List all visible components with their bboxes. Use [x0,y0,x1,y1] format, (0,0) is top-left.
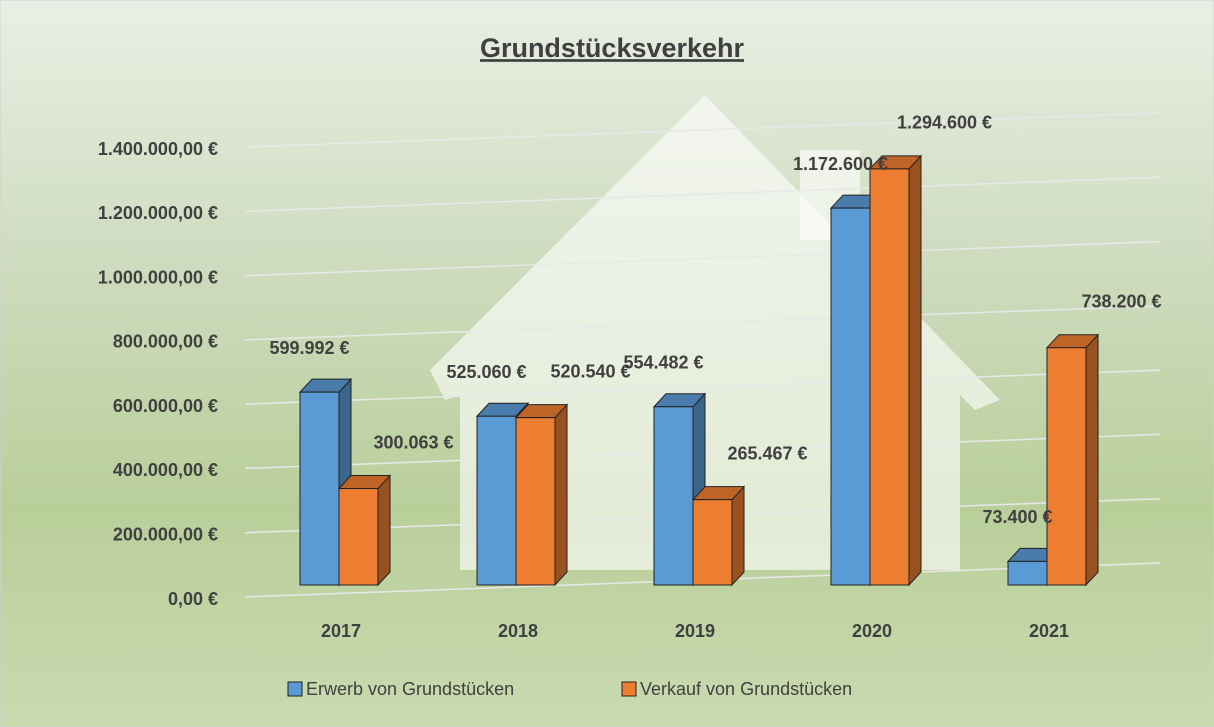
bar-side [731,485,745,587]
bar [338,488,379,586]
bar [653,406,694,586]
grid-line [244,240,1161,277]
bar-side [554,403,568,587]
bar [830,207,871,586]
y-tick-label: 800.000,00 € [113,332,218,352]
legend-swatch [287,681,303,697]
y-tick-label: 1.400.000,00 € [98,139,218,159]
bar [1007,560,1048,586]
data-label: 300.063 € [373,432,453,452]
grid-line [244,176,1161,213]
legend-label: Verkauf von Grundstücken [640,679,852,699]
x-tick-label: 2019 [675,621,715,641]
grid-line [244,369,1161,405]
x-tick-label: 2020 [852,621,892,641]
y-tick-label: 600.000,00 € [113,396,218,416]
bar-side [908,154,922,587]
bar [515,417,556,586]
data-label: 73.400 € [982,507,1052,527]
y-tick-label: 1.000.000,00 € [98,267,218,287]
bar-side [1085,333,1099,587]
data-label: 265.467 € [727,443,807,463]
grid-line [244,112,1161,148]
data-label: 1.294.600 € [897,113,992,133]
grid: 0,00 € 200.000,00 € 400.000,00 € 600.000,00… [98,112,1161,609]
x-tick-label: 2021 [1029,621,1069,641]
legend-swatch [621,681,637,697]
data-label: 554.482 € [623,353,703,373]
x-tick-label: 2018 [498,621,538,641]
labels: 2017 599.992 € 300.063 € 2018 525.060 € 520.5… [269,113,1161,699]
grid-line [244,305,1161,341]
data-label: 738.200 € [1081,291,1161,311]
bar [1046,347,1087,586]
bar [476,415,517,586]
y-tick-label: 200.000,00 € [113,524,218,544]
bar [299,391,340,586]
y-tick-label: 400.000,00 € [113,460,218,480]
bars [298,154,1100,587]
data-label: 520.540 € [550,361,630,381]
y-tick-label: 0,00 € [168,589,218,609]
data-label: 1.172.600 € [793,154,888,174]
bar [692,499,733,586]
y-tick-label: 1.200.000,00 € [98,203,218,223]
bar [869,168,910,586]
x-tick-label: 2017 [321,621,361,641]
chart-title: Grundstücksverkehr [480,33,745,63]
data-label: 525.060 € [446,362,526,382]
legend-label: Erwerb von Grundstücken [306,679,514,699]
data-label: 599.992 € [269,338,349,358]
bar-side [377,474,391,587]
